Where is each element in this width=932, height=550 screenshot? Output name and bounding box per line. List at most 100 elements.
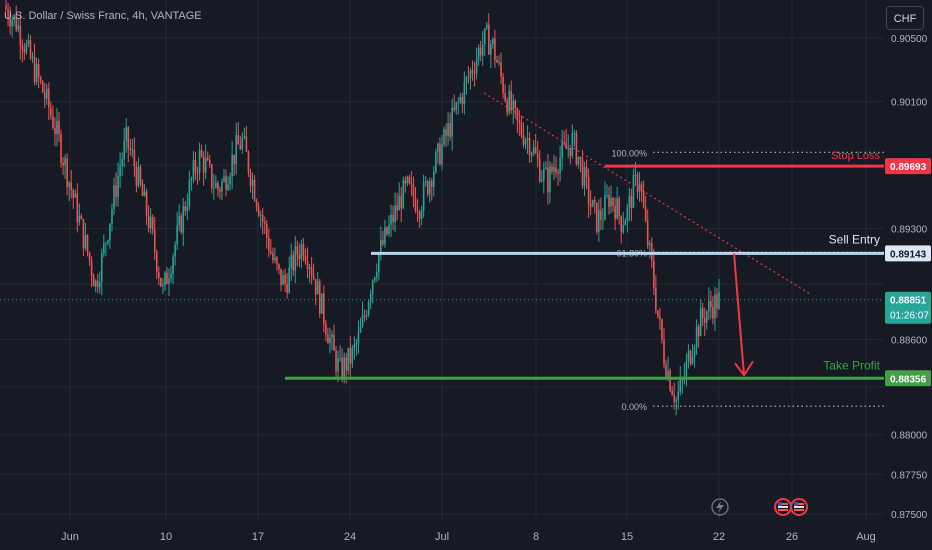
candle-body [598,210,600,232]
y-tick-label: 0.89300 [891,224,928,235]
y-tick-label: 0.88000 [891,431,928,442]
candle-body [125,127,128,141]
candle-body [90,260,93,276]
candle-body [657,310,659,317]
candle-body [620,216,623,232]
candle-body [45,88,48,99]
candle-body [665,364,667,378]
candle-body [567,147,570,149]
candle-body [25,43,28,53]
flag-stripe [794,503,804,505]
candle-body [168,278,170,284]
candle-body [371,280,374,294]
candle-body [149,216,152,229]
chart-grid [0,0,884,522]
candle-body [80,215,83,220]
candle-body [571,133,574,157]
current-price-box [885,291,931,324]
candle-body [400,196,403,209]
candle-body [475,59,478,74]
y-tick-label: 0.90500 [891,34,928,45]
candle-body [172,256,174,274]
candle-body [194,159,197,173]
candle-body [561,142,563,158]
candle-body [170,273,172,279]
candle-body [178,215,180,226]
candle-body [418,212,421,219]
candle-body [563,142,565,144]
y-tick-label: 0.87750 [891,470,928,481]
candle-body [86,234,89,253]
candle-body [76,193,79,223]
x-tick-label: Jul [435,531,449,543]
candle-body [479,47,482,56]
candle-body [398,196,400,211]
candle-body [23,48,26,53]
candle-body [278,264,280,269]
candle-body [622,225,625,232]
candle-body [129,148,132,151]
candle-body [463,82,466,104]
candle-body [100,253,103,283]
candle-body [68,182,70,188]
candle-body [644,206,647,221]
candle-body [428,181,431,195]
candle-body [302,244,305,257]
candle-body [121,159,123,167]
candle-body [190,178,193,181]
candle-body [70,182,73,191]
flag-stripe [794,506,804,508]
candle-body [661,319,663,340]
candle-body [62,162,64,166]
candle-body [139,166,142,184]
candle-body [276,257,278,265]
x-tick-label: 17 [252,531,264,543]
candle-body [66,158,68,188]
candle-body [455,102,458,110]
candle-body [103,243,105,254]
candle-body [481,44,484,56]
candle-body [498,62,500,64]
candle-body [13,15,15,20]
candle-body [310,267,313,276]
candle-body [671,390,673,395]
candle-body [406,176,409,184]
candle-body [687,351,690,362]
candle-body [290,254,293,268]
candle-body [249,172,252,186]
lightning-icon[interactable] [711,498,729,516]
candle-body [221,181,223,192]
candle-body [538,158,541,182]
candle-body [272,253,274,261]
candle-body [137,166,140,186]
candle-body [17,25,20,30]
candle-body [308,267,311,270]
candles-layer [5,0,720,416]
event-icons[interactable] [711,498,808,516]
candle-body [265,223,268,238]
candle-body [697,326,700,337]
candle-body [699,308,702,337]
candle-body [247,151,250,173]
candle-body [241,137,244,150]
candle-body [343,357,345,378]
candle-body [551,166,553,172]
candle-body [192,159,195,179]
currency-button[interactable]: CHF [886,6,924,30]
candle-body [325,323,327,335]
candle-body [127,127,130,149]
candle-body [392,214,394,223]
axes-layer: Jun 10 17 24 Jul 8 15 22 26 Aug 0.90500 0.90100 0.89… [61,34,927,543]
candle-body [520,122,523,135]
candle-body [367,301,370,316]
candle-body [284,274,286,285]
candle-body [522,134,525,145]
candle-body [549,166,551,193]
candle-body [532,147,535,154]
candle-body [634,174,637,176]
candle-body [351,347,354,364]
candle-body [237,135,240,145]
candle-body [536,152,539,159]
